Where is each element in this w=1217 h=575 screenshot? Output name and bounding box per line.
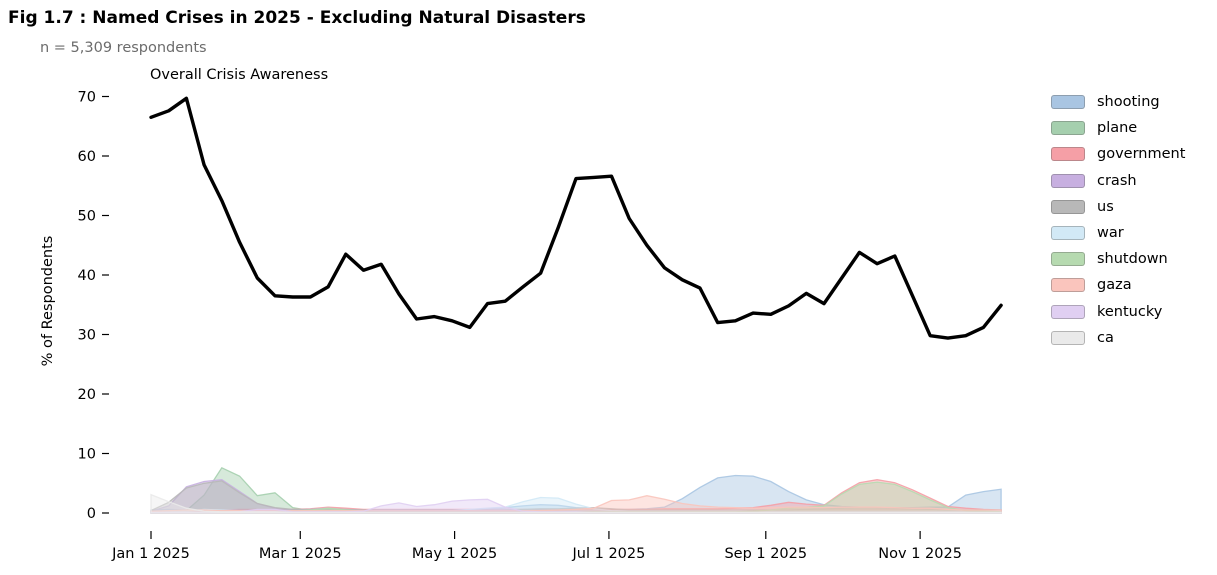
legend-label: plane xyxy=(1097,120,1138,137)
legend-label: ca xyxy=(1097,329,1114,346)
legend-item-kentucky: kentucky xyxy=(1051,299,1185,325)
legend-item-government: government xyxy=(1051,141,1185,167)
y-tick-label: 10 xyxy=(78,447,96,463)
x-tick-label: Jul 1 2025 xyxy=(572,546,646,562)
legend-item-shutdown: shutdown xyxy=(1051,246,1185,272)
area-series-ca xyxy=(150,493,1002,514)
legend-item-ca: ca xyxy=(1051,325,1185,351)
legend-label: war xyxy=(1097,225,1124,242)
legend: shooting plane government crash us war shutdow… xyxy=(1051,89,1185,351)
x-tick-label: Jan 1 2025 xyxy=(111,546,190,562)
legend-label: shutdown xyxy=(1097,251,1168,268)
figure-title: Fig 1.7 : Named Crises in 2025 - Excludi… xyxy=(8,8,586,28)
legend-item-us: us xyxy=(1051,194,1185,220)
legend-swatch-war xyxy=(1051,226,1085,241)
y-tick-label: 70 xyxy=(78,90,96,106)
legend-item-crash: crash xyxy=(1051,168,1185,194)
line-annotation: Overall Crisis Awareness xyxy=(150,67,329,83)
figure-subtitle: n = 5,309 respondents xyxy=(40,40,207,56)
legend-item-shooting: shooting xyxy=(1051,89,1185,115)
legend-label: gaza xyxy=(1097,277,1132,294)
awareness-line xyxy=(149,96,1003,340)
y-tick-label: 60 xyxy=(78,149,96,165)
y-tick-label: 50 xyxy=(78,209,96,225)
legend-swatch-shutdown xyxy=(1051,252,1085,267)
legend-swatch-gaza xyxy=(1051,278,1085,293)
y-tick-label: 40 xyxy=(78,268,96,284)
legend-swatch-plane xyxy=(1051,121,1085,136)
legend-swatch-shooting xyxy=(1051,95,1085,110)
legend-swatch-ca xyxy=(1051,330,1085,345)
legend-item-gaza: gaza xyxy=(1051,272,1185,298)
x-tick-label: Mar 1 2025 xyxy=(259,546,342,562)
legend-swatch-government xyxy=(1051,147,1085,162)
legend-item-war: war xyxy=(1051,220,1185,246)
y-tick-label: 20 xyxy=(78,387,96,403)
legend-label: crash xyxy=(1097,172,1137,189)
y-tick-label: 30 xyxy=(78,328,96,344)
x-tick-label: Nov 1 2025 xyxy=(878,546,962,562)
legend-swatch-us xyxy=(1051,199,1085,214)
legend-swatch-kentucky xyxy=(1051,304,1085,319)
legend-label: shooting xyxy=(1097,94,1160,111)
legend-swatch-crash xyxy=(1051,173,1085,188)
legend-item-plane: plane xyxy=(1051,115,1185,141)
legend-label: kentucky xyxy=(1097,303,1163,320)
x-tick-label: Sep 1 2025 xyxy=(724,546,807,562)
legend-label: us xyxy=(1097,198,1114,215)
x-tick-label: May 1 2025 xyxy=(412,546,497,562)
legend-label: government xyxy=(1097,146,1186,163)
y-tick-label: 0 xyxy=(87,506,96,522)
